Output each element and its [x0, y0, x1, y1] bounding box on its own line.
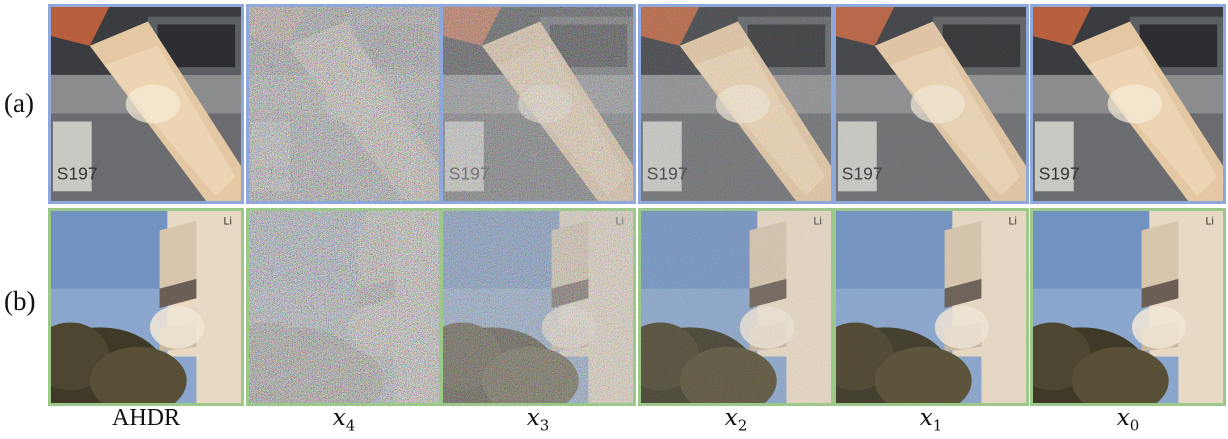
- arm-image-panel: S197: [1030, 4, 1226, 204]
- building-image-panel: Li: [246, 208, 442, 406]
- column-label: x2: [638, 405, 834, 435]
- building-image-panel: Li: [48, 208, 244, 406]
- column-label-base: x: [1116, 405, 1130, 431]
- row-label-b: (b): [4, 286, 36, 316]
- column-label-subscript: 0: [1129, 416, 1140, 435]
- column-label-base: x: [724, 405, 738, 431]
- column-label-base: x: [919, 405, 933, 431]
- column-label: x4: [246, 405, 442, 435]
- building-text: Li: [1206, 216, 1214, 228]
- column-label-base: x: [332, 405, 346, 431]
- building-image-panel: Li: [833, 208, 1029, 406]
- building-image-panel: Li: [1030, 208, 1226, 406]
- arm-image-panel: S197: [833, 4, 1029, 204]
- arm-image-panel: S197: [48, 4, 244, 204]
- column-label: x0: [1030, 405, 1226, 435]
- arm-image-panel: S197: [440, 4, 636, 204]
- column-label-subscript: 1: [932, 416, 943, 435]
- column-label-subscript: 2: [737, 416, 748, 435]
- arm-image-panel: S197: [246, 4, 442, 204]
- column-label: AHDR: [111, 405, 180, 431]
- column-label: x3: [440, 405, 636, 435]
- building-image-panel: Li: [440, 208, 636, 406]
- column-label-subscript: 3: [539, 416, 550, 435]
- plate-text: S197: [57, 164, 98, 184]
- column-label: x1: [833, 405, 1029, 435]
- plate-text: S197: [1039, 164, 1080, 184]
- row-label-a: (a): [4, 88, 34, 118]
- building-text: Li: [224, 216, 232, 228]
- column-label-base: x: [526, 405, 540, 431]
- arm-image-panel: S197: [638, 4, 834, 204]
- building-image-panel: Li: [638, 208, 834, 406]
- column-label-subscript: 4: [345, 416, 356, 435]
